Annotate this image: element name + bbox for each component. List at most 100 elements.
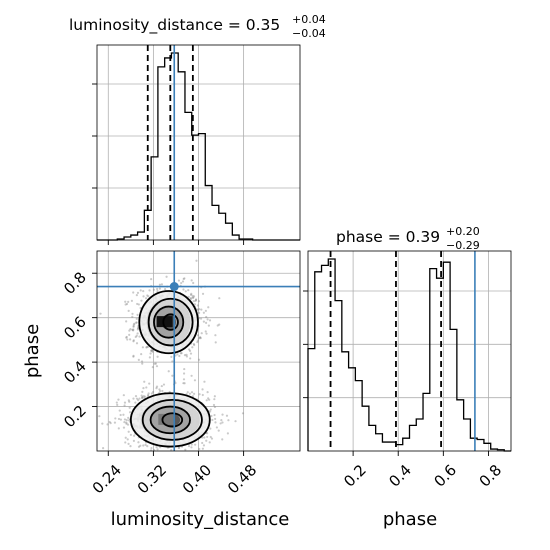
scatter-point <box>196 340 199 344</box>
contour-line <box>161 412 184 428</box>
scatter-point <box>190 279 193 282</box>
scatter-point <box>142 295 145 298</box>
scatter-point <box>207 397 210 400</box>
scatter-point <box>221 413 224 416</box>
scatter-point <box>201 393 204 397</box>
scatter-point <box>140 394 143 397</box>
scatter-point <box>136 328 139 331</box>
scatter-point <box>109 422 112 425</box>
scatter-point <box>132 291 135 294</box>
scatter-point <box>214 341 217 344</box>
scatter-point <box>218 297 221 300</box>
scatter-point <box>138 397 141 400</box>
scatter-point <box>133 434 136 437</box>
scatter-point <box>125 422 128 425</box>
scatter-point <box>101 422 104 425</box>
phase-hist-line <box>307 258 511 452</box>
scatter-point <box>194 298 198 302</box>
scatter-point <box>149 352 152 355</box>
scatter-point <box>176 353 179 356</box>
scatter-point <box>132 328 135 331</box>
scatter-point <box>126 438 129 441</box>
scatter-point <box>127 300 130 303</box>
scatter-point <box>132 325 135 328</box>
scatter-point <box>200 308 203 311</box>
scatter-point <box>189 296 193 300</box>
scatter-point <box>128 329 131 332</box>
scatter-point <box>125 302 129 306</box>
scatter-point <box>132 323 135 326</box>
scatter-point <box>171 360 174 363</box>
scatter-point <box>198 307 201 311</box>
scatter-point <box>147 392 150 395</box>
scatter-point <box>196 334 200 337</box>
scatter-point <box>189 293 193 296</box>
scatter-point <box>195 259 198 262</box>
scatter-point <box>127 309 130 312</box>
scatter-point <box>191 296 194 299</box>
scatter-point <box>132 324 135 328</box>
density-peak <box>158 413 175 425</box>
scatter-point <box>194 298 198 301</box>
scatter-point <box>136 326 140 330</box>
scatter-point <box>193 343 196 347</box>
scatter-point <box>194 443 197 446</box>
x-axis-label-luminosity-distance: luminosity_distance <box>111 509 290 530</box>
scatter-point <box>171 374 174 377</box>
scatter-point <box>125 320 128 323</box>
scatter-point <box>129 328 132 331</box>
scatter-point <box>160 283 164 286</box>
scatter-point <box>204 321 208 324</box>
scatter-point <box>182 288 185 291</box>
scatter-point <box>150 446 153 450</box>
scatter-point <box>141 396 144 399</box>
scatter-point <box>193 379 197 382</box>
scatter-point <box>128 406 131 409</box>
scatter-point <box>137 303 140 306</box>
x-tick-label: 0.32 <box>134 461 170 497</box>
scatter-point <box>142 395 145 398</box>
scatter-point <box>155 387 158 390</box>
hist2-frame <box>307 250 512 452</box>
scatter-point <box>117 427 120 430</box>
scatter-point <box>181 280 185 283</box>
scatter-point <box>203 436 206 439</box>
scatter-point <box>122 426 126 429</box>
scatter-point <box>124 441 127 444</box>
x-tick-label: 0.8 <box>476 461 506 491</box>
scatter-point <box>185 355 188 358</box>
scatter-point <box>158 388 161 391</box>
scatter-point <box>137 358 140 361</box>
luminosity-distance-title-plus: +0.04 <box>292 13 326 26</box>
scatter-point <box>99 312 102 315</box>
scatter-point <box>125 336 128 339</box>
luminosity-distance-title: luminosity_distance = 0.35 <box>69 16 280 35</box>
scatter-point <box>122 413 125 416</box>
y-tick-label: 0.2 <box>60 402 90 432</box>
scatter-point <box>225 414 229 417</box>
phase-title-plus: +0.20 <box>446 225 480 238</box>
scatter-point <box>199 317 203 320</box>
scatter-point <box>129 433 132 436</box>
scatter-point <box>192 296 195 299</box>
scatter-point <box>178 354 181 358</box>
scatter-point <box>158 283 162 286</box>
scatter-point <box>207 306 210 309</box>
scatter-point <box>141 346 145 349</box>
scatter-point <box>118 409 121 412</box>
scatter-point <box>213 413 216 417</box>
scatter-point <box>198 447 201 451</box>
scatter-point <box>151 349 154 352</box>
scatter-point <box>108 420 111 424</box>
scatter-point <box>135 342 139 345</box>
scatter-point <box>213 398 216 401</box>
scatter-point <box>170 355 173 358</box>
scatter-point <box>146 445 149 448</box>
scatter-point <box>183 367 186 371</box>
scatter-point <box>139 444 142 447</box>
scatter-point <box>127 399 130 402</box>
scatter-point <box>123 401 127 404</box>
scatter-point <box>187 445 191 448</box>
scatter-point <box>200 332 203 335</box>
scatter-point <box>205 439 208 442</box>
